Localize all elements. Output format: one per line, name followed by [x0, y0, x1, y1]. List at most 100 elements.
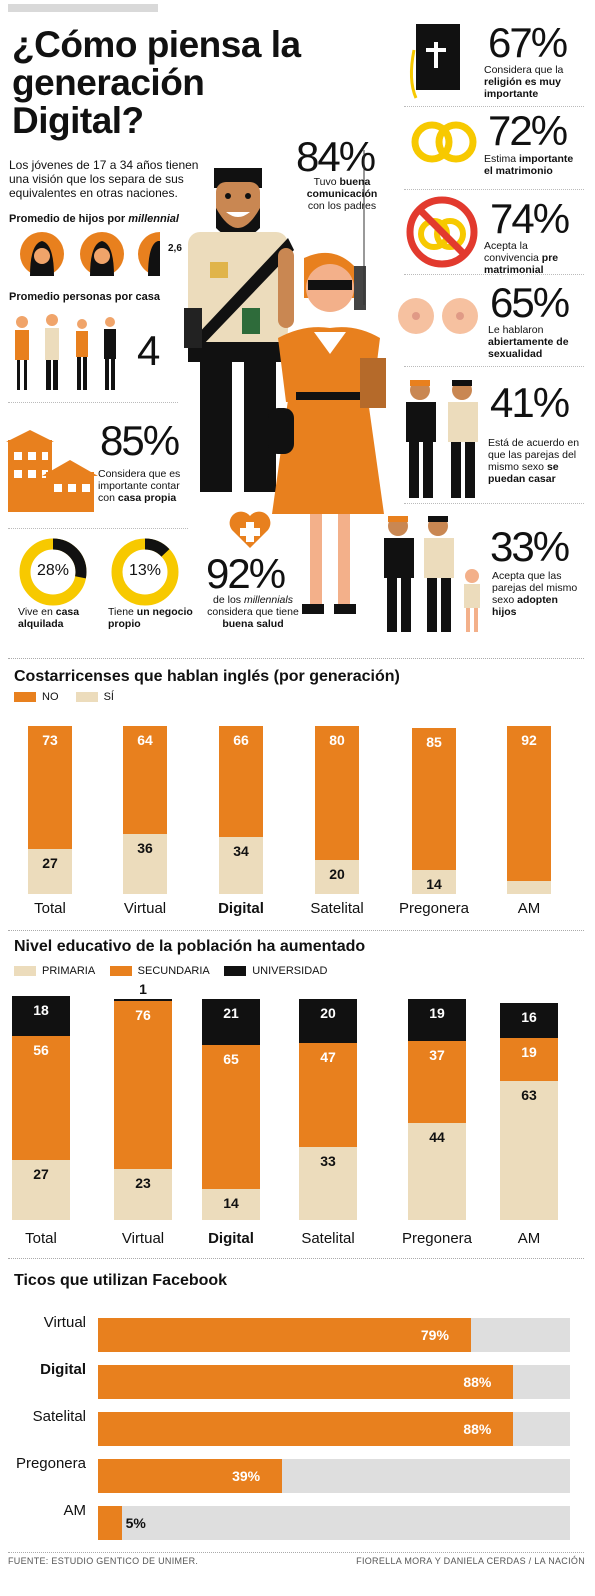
data-label: 33	[320, 1152, 336, 1169]
adoptar-value: 33%	[490, 523, 570, 570]
personas-value: 4	[137, 327, 160, 374]
divider	[404, 366, 584, 367]
no-rings-icon	[406, 196, 478, 268]
divider	[404, 274, 584, 275]
bar-stack-pregonera: 14 85	[412, 726, 456, 894]
health-heart-icon	[229, 511, 271, 548]
section-divider	[8, 658, 584, 659]
bar-universidad-total	[12, 996, 70, 1037]
bar-stack-total: 27 73	[28, 726, 72, 894]
hijos-value: 2,6	[168, 243, 182, 254]
breasts-icon	[398, 298, 478, 334]
alquilada-text: Vive en casa alquilada	[18, 606, 80, 630]
data-label: 92	[521, 732, 537, 748]
tick-label-pregonera: Pregonera	[401, 1230, 473, 1247]
legend-swatch-si	[75, 692, 98, 703]
casa-propia-text: Considera que es importante contar con c…	[98, 468, 181, 504]
bar-primaria-digital	[202, 1189, 260, 1220]
bar-secundaria-virtual	[114, 1000, 172, 1170]
bar-secundaria-total	[12, 1036, 70, 1161]
negocio-text: Tiene un negocio propio	[108, 606, 193, 630]
salud-value: 92%	[206, 550, 286, 597]
bar-stack-digital: 34 66	[219, 726, 263, 894]
data-label: 19	[521, 1044, 537, 1061]
footer-source: FUENTE: ESTUDIO GENTICO DE UNIMER.	[8, 1556, 199, 1566]
data-label: 14	[426, 876, 442, 893]
data-label: 36	[137, 839, 153, 856]
legend-label-no: NO	[42, 691, 59, 703]
divider	[404, 189, 584, 190]
chart-educacion: 27 56 18 Total 23 76 1 Virtual 14 65 21 Digital 33 47…	[0, 981, 595, 1252]
bar-universidad-virtual	[114, 998, 172, 1001]
bar-si-pregonera	[412, 870, 456, 894]
casar-value: 41%	[490, 379, 570, 426]
bar-pregonera	[98, 1459, 283, 1493]
bar-no-pregonera	[412, 727, 456, 871]
tick-label-digital: Digital	[218, 900, 264, 917]
bar-satelital	[98, 1412, 514, 1446]
negocio-value: 13%	[128, 562, 162, 579]
data-label: 65	[223, 1051, 239, 1068]
data-label: 85	[426, 733, 442, 750]
bar-primaria-am	[500, 1080, 558, 1220]
chart-educacion-legend: PRIMARIA SECUNDARIA UNIVERSIDAD	[14, 965, 327, 977]
chart-facebook-title: Ticos que utilizan Facebook	[14, 1272, 228, 1289]
data-label: 56	[33, 1042, 49, 1059]
bar-secundaria-satelital	[299, 1042, 357, 1147]
legend-label-si: SÍ	[103, 691, 114, 703]
bible-icon	[409, 24, 460, 99]
family-icon	[15, 314, 116, 390]
bar-stack-pregonera: 44 37 19	[408, 992, 466, 1220]
chart-facebook: Virtual 79% Digital 88% Satelital 88% Pregoner…	[0, 1310, 595, 1550]
bar-si-digital	[219, 836, 263, 894]
chart-educacion-title: Nivel educativo de la población ha aumen…	[14, 938, 366, 955]
bar-stack-satelital: 20 80	[315, 726, 359, 894]
tick-label-satelital: Satelital	[32, 1408, 86, 1425]
data-label: 20	[320, 1004, 336, 1021]
hijos-label: Promedio de hijos por millennial	[9, 213, 179, 225]
bar-si-satelital	[315, 860, 359, 894]
bar-no-am	[507, 726, 551, 881]
legend-swatch-primaria	[14, 966, 36, 977]
tick-label-pregonera: Pregonera	[15, 1455, 86, 1472]
bar-secundaria-am	[500, 1038, 558, 1081]
bar-secundaria-digital	[202, 1045, 260, 1189]
bar-digital	[98, 1365, 514, 1399]
legend-label-primaria: PRIMARIA	[42, 965, 95, 977]
data-label: 88%	[463, 1421, 492, 1437]
same-sex-couple-icon	[406, 380, 478, 498]
bar-si-virtual	[123, 833, 167, 894]
legend-swatch-no	[14, 692, 36, 703]
bar-stack-digital: 14 65 21	[202, 992, 260, 1220]
personas-label: Promedio personas por casa	[9, 291, 160, 303]
convivencia-value: 74%	[490, 195, 570, 242]
data-label: 47	[320, 1048, 336, 1065]
data-label: 16	[521, 1009, 537, 1026]
divider	[8, 528, 188, 529]
data-label: 37	[429, 1046, 445, 1063]
salud-text: de los millennials considera que tiene b…	[207, 594, 299, 630]
tick-label-virtual: Virtual	[123, 900, 167, 917]
matrimonio-value: 72%	[488, 107, 568, 154]
comunicacion-value: 84%	[296, 133, 376, 180]
casa-propia-value: 85%	[100, 417, 180, 464]
tick-label-pregonera: Pregonera	[398, 900, 470, 917]
data-label: 5%	[125, 1515, 146, 1531]
intro-text: Los jóvenes de 17 a 34 años tienen una v…	[9, 158, 199, 200]
bar-stack-virtual: 23 76 1	[114, 981, 172, 1220]
chart-ingles-title: Costarricenses que hablan inglés (por ge…	[14, 668, 400, 685]
alquilada-value: 28%	[36, 562, 70, 579]
bar-no-satelital	[315, 726, 359, 861]
data-label: 21	[223, 1004, 239, 1021]
data-label: 20	[329, 866, 345, 883]
bar-primaria-pregonera	[408, 1122, 466, 1220]
convivencia-text: Acepta la convivencia pre matrimonial	[484, 240, 559, 276]
data-label: 34	[233, 842, 249, 859]
legend-label-secundaria: SECUNDARIA	[137, 965, 210, 977]
callout-line	[363, 150, 365, 305]
data-label: 80	[329, 732, 345, 748]
millennial-couple-icon	[184, 168, 386, 614]
data-label: 63	[521, 1086, 537, 1103]
tick-label-digital: Digital	[208, 1230, 254, 1247]
chart-ingles: 27 73 Total 36 64 Virtual 34 66 Digital 20 80 Satel…	[0, 720, 595, 930]
